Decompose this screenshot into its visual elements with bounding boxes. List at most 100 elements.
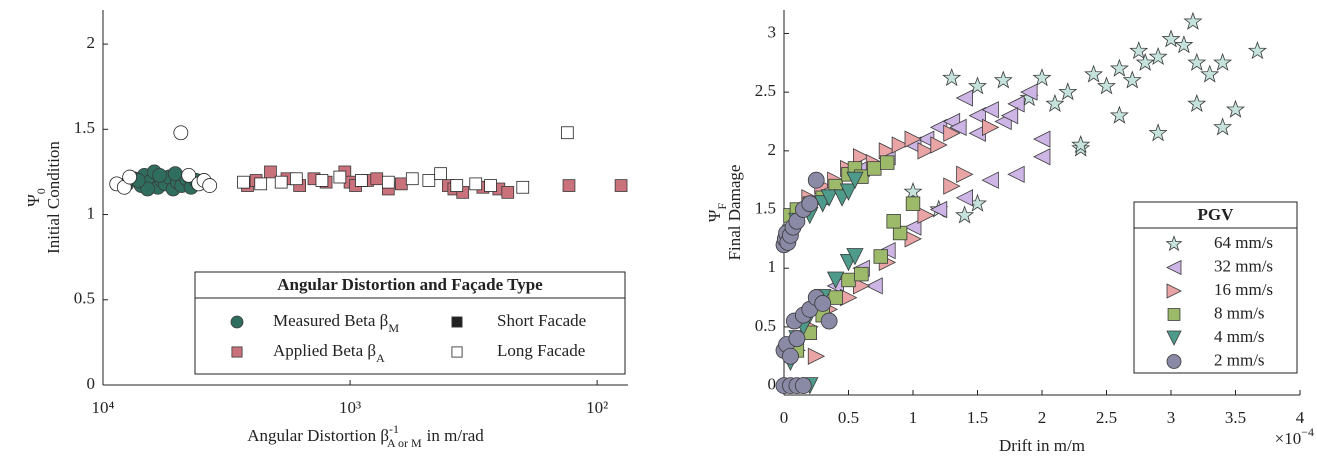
point <box>1213 117 1233 136</box>
point <box>917 206 935 225</box>
legend-label: 64 mm/s <box>1214 233 1273 252</box>
point <box>968 106 986 125</box>
y-symbol: Ψ <box>24 194 43 207</box>
y-tick-label: 2 <box>87 33 96 52</box>
y-axis-symbol: ΨF <box>705 203 729 223</box>
point <box>140 181 155 197</box>
point <box>1007 165 1025 183</box>
point <box>865 277 883 295</box>
point <box>434 167 447 180</box>
point <box>929 200 948 219</box>
point <box>846 171 864 190</box>
legend-label: 32 mm/s <box>1214 256 1273 275</box>
point <box>854 266 869 282</box>
point <box>173 125 189 141</box>
legend-box <box>194 271 626 375</box>
legend-label: Short Facade <box>497 311 586 330</box>
point <box>1148 46 1168 66</box>
y-axis-label: Final Damage <box>725 165 744 261</box>
point <box>264 165 277 179</box>
legend-label-text: Applied Beta β <box>273 341 376 360</box>
point <box>1109 58 1129 77</box>
legend-marker <box>451 346 463 358</box>
point <box>1135 52 1155 71</box>
point <box>828 290 843 305</box>
point <box>903 181 923 201</box>
point <box>484 179 497 192</box>
legend-label: Long Facade <box>497 341 585 360</box>
y-tick-label: 1 <box>87 203 96 222</box>
legend-marker <box>1166 283 1182 299</box>
point <box>782 347 799 365</box>
point <box>878 142 897 160</box>
point <box>202 178 218 193</box>
point <box>891 136 909 154</box>
x-tick-label: 0 <box>780 408 789 427</box>
x-label-text: Angular Distortion β <box>247 426 389 445</box>
y-symbol: Ψ <box>705 209 724 222</box>
y-tick-label: 0.5 <box>74 289 95 308</box>
point <box>955 205 975 224</box>
point <box>1032 68 1052 87</box>
legend-label-text: Measured Beta β <box>273 311 388 330</box>
point <box>1045 93 1065 112</box>
point <box>1161 29 1181 48</box>
point <box>905 196 921 211</box>
legend-title: Angular Distortion and Façade Type <box>277 275 543 294</box>
legend-label: Applied Beta βA <box>273 341 385 365</box>
point <box>846 248 864 266</box>
point <box>943 124 961 142</box>
plot: 0 0.5 1 1.5 2 10⁴ 10³ 10² Angular Distortion β-1… <box>24 10 628 450</box>
point <box>315 174 329 187</box>
y-tick-label: 3 <box>768 22 777 41</box>
point <box>820 189 838 207</box>
point <box>788 330 806 348</box>
legend-marker <box>231 346 243 358</box>
point <box>289 172 303 186</box>
point <box>152 167 168 183</box>
legend-title: PGV <box>1198 205 1235 224</box>
point <box>955 89 973 107</box>
series <box>109 125 218 195</box>
point <box>254 177 268 191</box>
x-label-sub: A or M <box>387 436 422 450</box>
point <box>516 180 530 194</box>
point <box>1020 83 1038 101</box>
point <box>968 76 987 95</box>
point <box>1148 123 1168 142</box>
point <box>1200 64 1220 83</box>
y-tick-label: 0 <box>768 375 777 394</box>
y-tick-label: 2.5 <box>755 81 776 100</box>
point <box>949 118 967 137</box>
point <box>422 174 436 187</box>
point <box>807 171 825 189</box>
point <box>1033 130 1051 148</box>
y-symbol-sub: 0 <box>34 188 48 194</box>
legend-marker <box>1166 330 1182 346</box>
x-tick-label: 0.5 <box>838 408 859 427</box>
legend-label: 4 mm/s <box>1214 327 1265 346</box>
point <box>807 347 826 365</box>
x-exponent-power: −4 <box>1301 425 1314 439</box>
point <box>880 155 895 170</box>
legend-marker <box>451 316 463 328</box>
point <box>826 271 845 289</box>
point <box>981 171 999 189</box>
point <box>274 175 288 189</box>
point <box>930 136 948 154</box>
y-tick-label: 0 <box>87 374 96 393</box>
point <box>501 186 515 199</box>
point <box>904 218 922 236</box>
legend-marker <box>1166 259 1182 276</box>
y-tick-label: 1.5 <box>755 198 776 217</box>
point <box>181 167 197 183</box>
point <box>1247 41 1267 60</box>
point <box>943 177 961 195</box>
point <box>614 179 628 192</box>
point <box>381 175 395 189</box>
point <box>1129 41 1149 60</box>
point <box>1122 70 1142 89</box>
legend-marker <box>230 315 244 329</box>
x-tick-label: 1 <box>909 408 918 427</box>
